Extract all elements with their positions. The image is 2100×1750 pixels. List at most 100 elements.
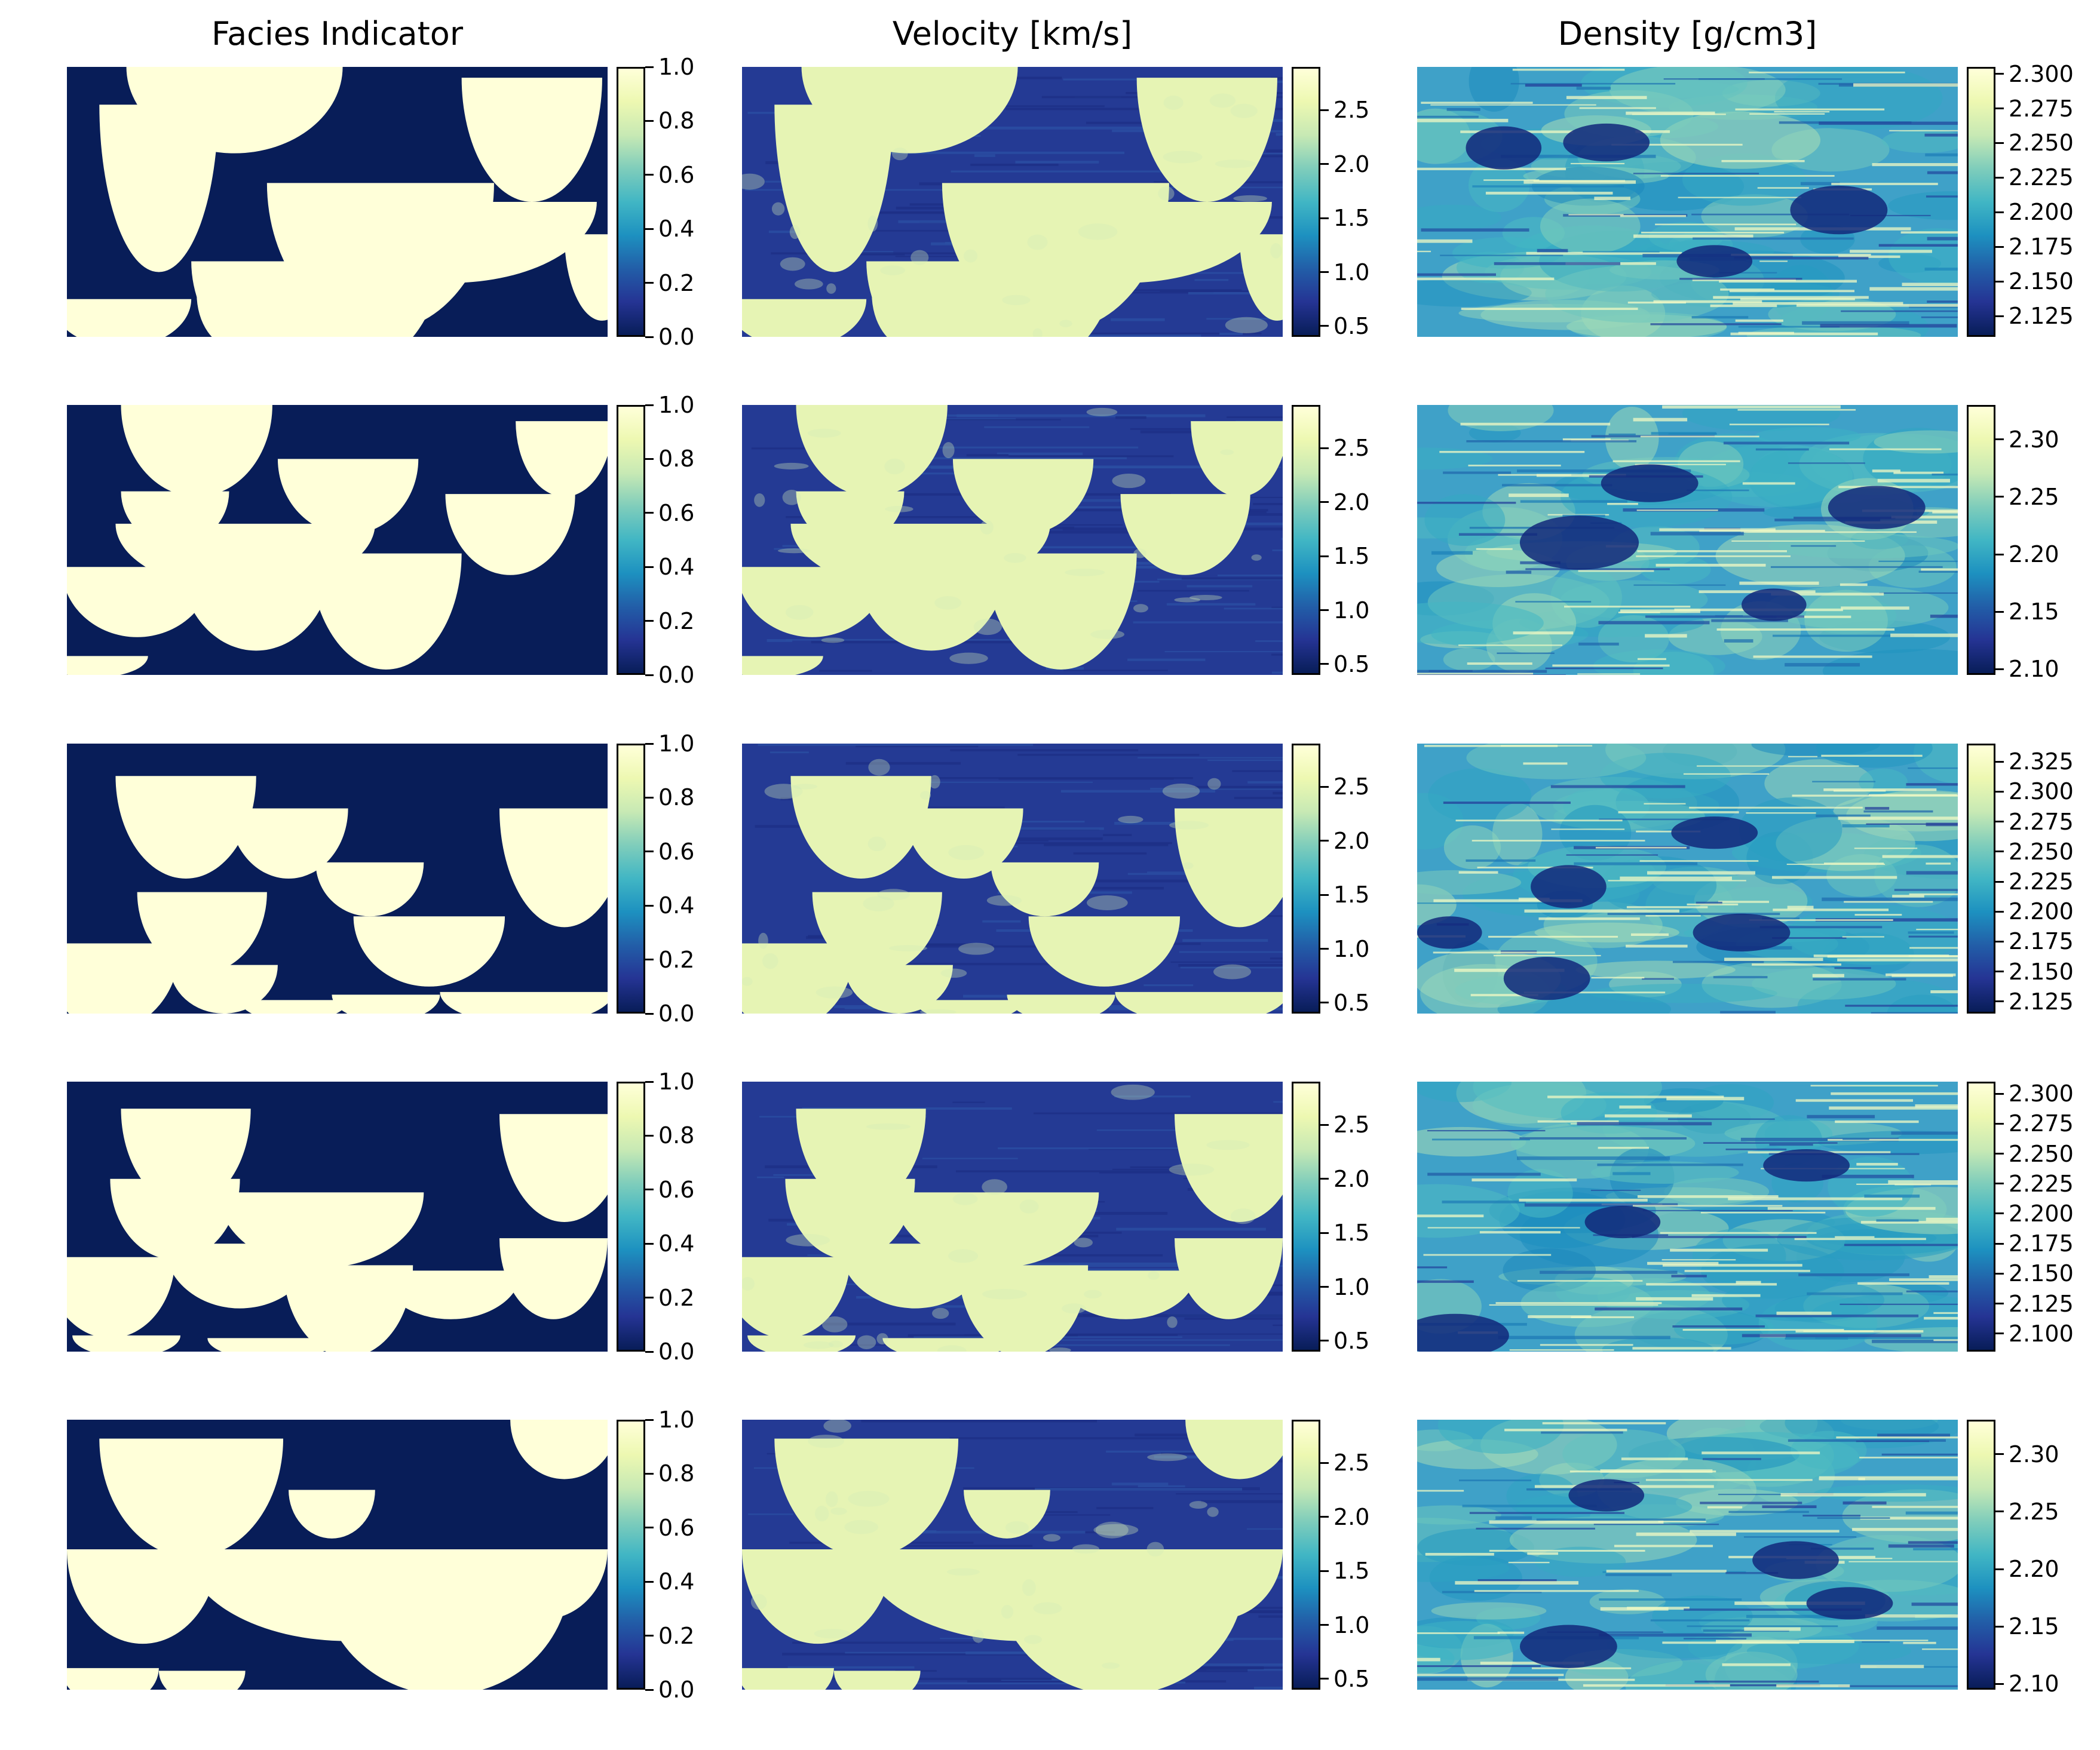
texture-blob	[1828, 1156, 1914, 1217]
texture-streak	[1759, 926, 1883, 929]
texture-streak	[1924, 268, 1958, 271]
sand-body-9	[833, 1671, 921, 1690]
colorbar-tick-label: 2.225	[2009, 868, 2074, 895]
texture-speck	[1225, 317, 1268, 334]
colorbar-tick	[1995, 245, 2004, 248]
heatmap-svg	[67, 744, 608, 1014]
colorbar-tick-label: 2.175	[2009, 1230, 2074, 1257]
texture-speck	[1072, 1544, 1100, 1554]
heatmap-density-row-2	[1417, 405, 1958, 675]
texture-streak	[955, 1170, 1182, 1172]
texture-streak	[949, 1437, 1236, 1439]
colorbar-tick	[1995, 1568, 2004, 1570]
texture-speck	[1001, 1605, 1014, 1619]
texture-streak	[792, 1641, 978, 1644]
colorbar-tick-label: 0.8	[658, 446, 695, 472]
colorbar-tick-label: 2.5	[1333, 1112, 1370, 1138]
colorbar-tick-label: 2.10	[2009, 656, 2059, 683]
texture-streak	[949, 105, 1105, 108]
texture-streak	[1430, 104, 1596, 106]
low-density-zone-4	[1671, 816, 1758, 849]
texture-streak	[1427, 1172, 1541, 1176]
colorbar-tick-label: 2.30	[2009, 1441, 2059, 1467]
texture-streak	[1528, 1315, 1592, 1318]
colorbar-tick-label: 2.5	[1333, 773, 1370, 800]
texture-streak	[1872, 469, 1900, 472]
texture-streak	[1882, 855, 1958, 858]
texture-streak	[867, 1682, 1138, 1685]
sand-body-8	[67, 1668, 159, 1690]
low-density-zone-2	[1763, 1149, 1850, 1182]
texture-streak	[1860, 1516, 1958, 1520]
texture-streak	[1571, 1316, 1635, 1318]
texture-blob	[1417, 447, 1492, 470]
texture-streak	[1459, 1479, 1532, 1482]
texture-speck	[1019, 1199, 1039, 1214]
texture-streak	[1170, 961, 1283, 963]
texture-streak	[1476, 548, 1513, 550]
colorbar-tick-label: 0.0	[658, 324, 695, 350]
texture-streak	[1794, 1238, 1926, 1241]
sand-body-6	[67, 943, 181, 1014]
texture-streak	[1725, 1571, 1779, 1574]
colorbar-tick-label: 0.4	[658, 1230, 695, 1257]
texture-streak	[1871, 1012, 1958, 1014]
texture-streak	[1776, 615, 1851, 618]
sand-body-4	[1120, 494, 1250, 575]
texture-streak	[1707, 1506, 1743, 1509]
texture-streak	[1787, 905, 1814, 910]
heatmap-velocity-row-2	[742, 405, 1283, 675]
colorbar-tick	[645, 119, 654, 122]
heatmap-svg	[1417, 405, 1958, 675]
texture-streak	[1599, 1598, 1742, 1601]
colorbar-tick-label: 1.0	[658, 1407, 695, 1433]
texture-streak	[1075, 289, 1242, 291]
sand-body-3	[1191, 421, 1283, 497]
texture-streak	[1498, 474, 1572, 476]
sand-body-11	[882, 1338, 1013, 1352]
sand-body-6	[564, 234, 608, 321]
texture-streak	[1878, 560, 1958, 562]
texture-streak	[1540, 1344, 1633, 1346]
texture-streak	[1791, 545, 1837, 547]
colorbar-tick	[1320, 1123, 1329, 1126]
texture-blob	[1846, 790, 1958, 842]
texture-streak	[1653, 300, 1762, 303]
texture-streak	[1537, 248, 1568, 253]
sand-body-2	[904, 808, 1023, 879]
colorbar-velocity-row-5	[1292, 1420, 1320, 1690]
heatmap-svg	[742, 405, 1283, 675]
texture-speck	[1189, 1501, 1207, 1509]
texture-streak	[1461, 308, 1638, 310]
low-density-zone-3	[1601, 464, 1699, 502]
texture-streak	[1458, 533, 1538, 536]
texture-speck	[929, 775, 940, 789]
colorbar-tick-label: 1.0	[658, 1069, 695, 1095]
texture-streak	[1431, 1138, 1530, 1141]
texture-streak	[1632, 113, 1726, 115]
texture-streak	[1620, 876, 1733, 880]
texture-streak	[1515, 601, 1592, 603]
texture-streak	[1645, 915, 1701, 917]
low-density-zone-1	[1417, 1313, 1509, 1352]
texture-streak	[1455, 1581, 1579, 1585]
texture-streak	[1598, 1633, 1752, 1637]
texture-streak	[845, 762, 961, 765]
texture-streak	[1182, 939, 1268, 942]
texture-streak	[1026, 886, 1164, 890]
texture-streak	[1755, 1314, 1919, 1318]
texture-streak	[1753, 655, 1872, 658]
texture-streak	[1506, 570, 1532, 574]
texture-streak	[1876, 1219, 1919, 1222]
texture-streak	[950, 749, 1139, 751]
texture-speck	[1182, 862, 1194, 869]
texture-streak	[1531, 1667, 1632, 1669]
texture-streak	[1417, 118, 1509, 122]
sand-body-2	[289, 1490, 375, 1539]
texture-streak	[1633, 584, 1726, 586]
texture-streak	[1696, 765, 1859, 767]
texture-streak	[1542, 1422, 1666, 1424]
texture-speck	[1158, 186, 1175, 201]
texture-blob	[1534, 922, 1679, 942]
texture-streak	[1838, 255, 1900, 258]
